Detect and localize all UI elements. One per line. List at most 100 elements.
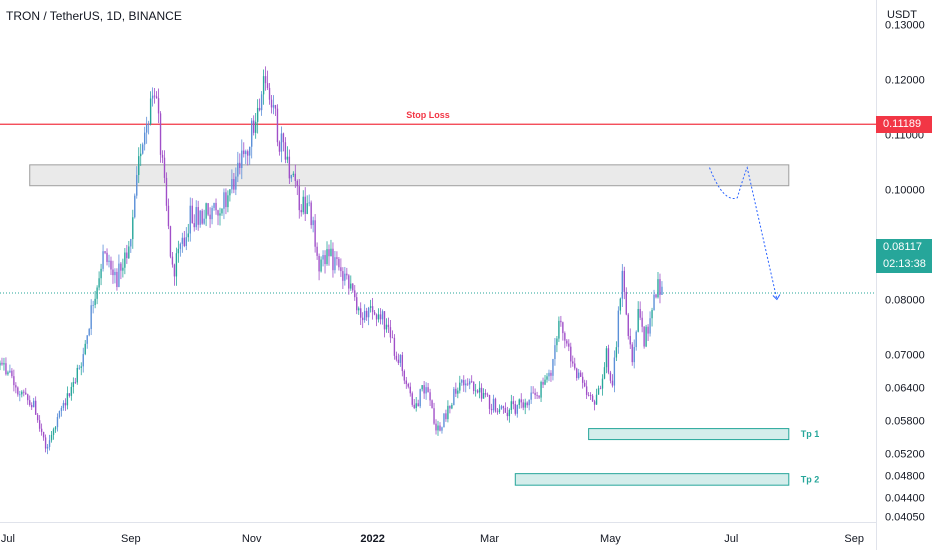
- candle-body: [659, 279, 661, 295]
- candle-body: [639, 308, 641, 318]
- candle-body: [34, 400, 37, 415]
- candle-body: [363, 310, 366, 321]
- candle-body: [56, 417, 59, 428]
- candle-body: [40, 428, 43, 432]
- candle-body: [189, 205, 191, 234]
- candle-body: [459, 382, 461, 391]
- candle-body: [50, 434, 53, 441]
- candle-body: [316, 246, 318, 256]
- candle-body: [213, 202, 215, 208]
- candle-body: [153, 95, 156, 97]
- candle-body: [346, 273, 348, 276]
- candle-body: [453, 388, 455, 405]
- candle-body: [223, 192, 225, 209]
- candle-body: [356, 297, 358, 311]
- candle-body: [613, 357, 616, 386]
- lines-layer: [0, 123, 876, 294]
- candle-body: [314, 220, 316, 247]
- candle-body: [29, 400, 31, 405]
- candle-body: [472, 381, 475, 391]
- candle-body: [48, 440, 51, 447]
- candle-body: [581, 376, 584, 383]
- candle-body: [92, 305, 94, 306]
- candle-body: [631, 344, 633, 363]
- candle-body: [651, 309, 653, 319]
- candle-body: [619, 298, 622, 311]
- candle-body: [516, 404, 518, 414]
- candle-body: [490, 408, 493, 411]
- candle-body: [262, 76, 265, 95]
- candle-body: [494, 398, 497, 412]
- candle-body: [461, 380, 463, 383]
- time-axis[interactable]: Jul Sep Nov 2022 Mar May Jul Sep: [1, 533, 864, 545]
- chart-title: TRON / TetherUS, 1D, BINANCE: [6, 9, 182, 23]
- candle-body: [342, 271, 344, 281]
- x-tick-label: Mar: [480, 533, 499, 545]
- candle-body: [522, 402, 524, 408]
- candle-body: [9, 370, 11, 373]
- take-profit-label: Tp 1: [801, 429, 820, 439]
- candle-body: [574, 363, 576, 369]
- candle-body: [102, 251, 104, 269]
- candle-body: [183, 237, 186, 246]
- candle-body: [463, 380, 465, 386]
- candle-body: [193, 223, 195, 228]
- candle-body: [441, 427, 443, 431]
- candle-body: [161, 154, 164, 158]
- candle-body: [98, 278, 100, 288]
- candle-body: [276, 108, 279, 143]
- candle-body: [254, 121, 257, 133]
- candle-body: [435, 423, 437, 431]
- candle-body: [155, 96, 158, 99]
- candle-body: [112, 269, 114, 276]
- candle-body: [340, 267, 342, 272]
- candle-body: [657, 279, 659, 298]
- candle-body: [580, 372, 582, 377]
- candle-body: [403, 371, 406, 381]
- candle-body: [455, 388, 457, 394]
- candle-body: [66, 393, 69, 406]
- candle-body: [457, 390, 459, 394]
- candle-body: [195, 207, 197, 228]
- candle-body: [21, 391, 23, 395]
- projection-layer: [709, 166, 781, 301]
- candle-body: [270, 99, 273, 108]
- candle-body: [187, 233, 189, 238]
- candle-body: [540, 381, 542, 398]
- candle-body: [163, 157, 166, 178]
- candle-body: [589, 395, 592, 396]
- candle-body: [167, 205, 170, 227]
- candle-body: [502, 406, 505, 408]
- candle-body: [504, 407, 507, 413]
- candle-body: [171, 256, 174, 265]
- candle-body: [5, 363, 7, 375]
- candle-body: [149, 98, 152, 125]
- candle-body: [486, 394, 489, 396]
- candle-body: [635, 331, 637, 348]
- x-tick-label: Sep: [121, 533, 141, 545]
- candle-body: [76, 367, 78, 383]
- candle-body: [272, 105, 275, 108]
- candle-body: [395, 355, 398, 360]
- stop-loss-price-tag: 0.11189: [876, 116, 932, 133]
- candle-body: [134, 195, 136, 218]
- candle-body: [399, 354, 402, 363]
- candle-body: [322, 255, 324, 260]
- currency-label: USDT: [887, 9, 917, 21]
- candle-body: [245, 151, 247, 155]
- projection-arrowhead: [772, 294, 781, 301]
- candle-body: [205, 203, 207, 219]
- candle-body: [572, 361, 574, 364]
- y-tick-label: 0.04800: [885, 470, 925, 482]
- candle-body: [249, 146, 251, 156]
- candle-body: [96, 287, 98, 299]
- candle-body: [207, 203, 209, 215]
- last-price-value: 0.08117: [883, 241, 922, 253]
- candle-body: [429, 392, 431, 401]
- x-tick-label: Jul: [724, 533, 738, 545]
- candle-body: [518, 399, 520, 405]
- candle-body: [120, 263, 122, 271]
- candle-body: [274, 105, 277, 109]
- candle-body: [595, 394, 598, 405]
